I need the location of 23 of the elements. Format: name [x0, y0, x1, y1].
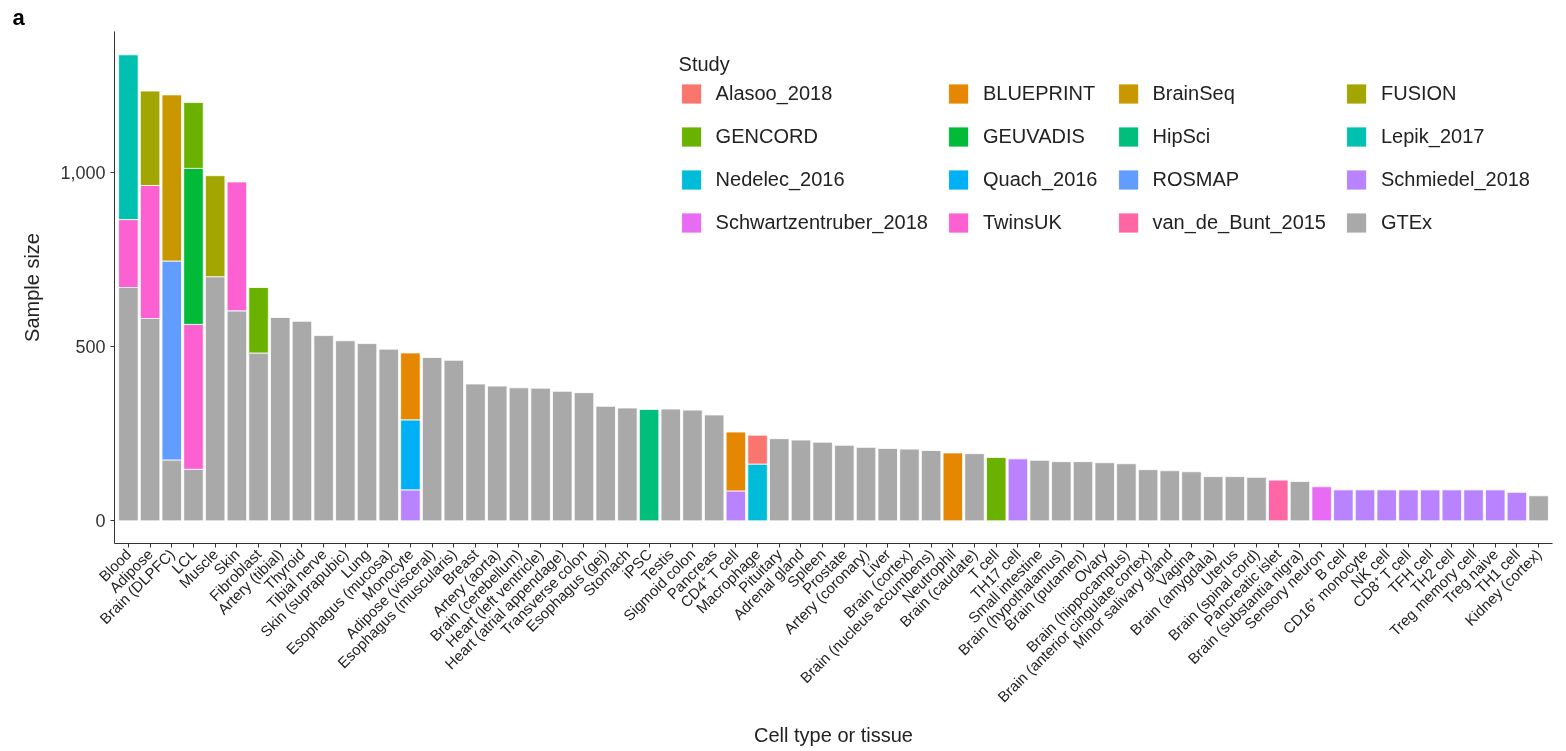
legend-label: Quach_2016 [982, 168, 1098, 191]
legend-label: GENCORD [715, 125, 818, 148]
text: a [12, 4, 26, 30]
legend-label: ROSMAP [1152, 168, 1240, 191]
legend-title: Study [678, 53, 731, 76]
legend-label: HipSci [1152, 125, 1211, 148]
x-axis-title: Cell type or tissue [754, 724, 913, 747]
y-axis-title: Sample size [21, 233, 44, 342]
legend-label: Alasoo_2018 [715, 82, 833, 105]
legend-label: Nedelec_2016 [715, 168, 845, 191]
legend-label: BrainSeq [1152, 82, 1235, 105]
legend-label: Lepik_2017 [1381, 125, 1485, 148]
legend-label: van_de_Bunt_2015 [1152, 211, 1326, 234]
y-tick-label: 500 [75, 337, 106, 358]
legend-label: Schmiedel_2018 [1381, 168, 1530, 191]
legend-label: GTEx [1381, 211, 1433, 234]
legend-label: TwinsUK [982, 211, 1062, 234]
legend-label: BLUEPRINT [982, 82, 1096, 105]
legend-label: FUSION [1381, 82, 1457, 105]
legend-label: Schwartzentruber_2018 [715, 211, 928, 234]
y-tick-label: 0 [95, 511, 106, 532]
y-tick-label: 1,000 [60, 163, 106, 184]
legend-label: GEUVADIS [982, 125, 1085, 148]
